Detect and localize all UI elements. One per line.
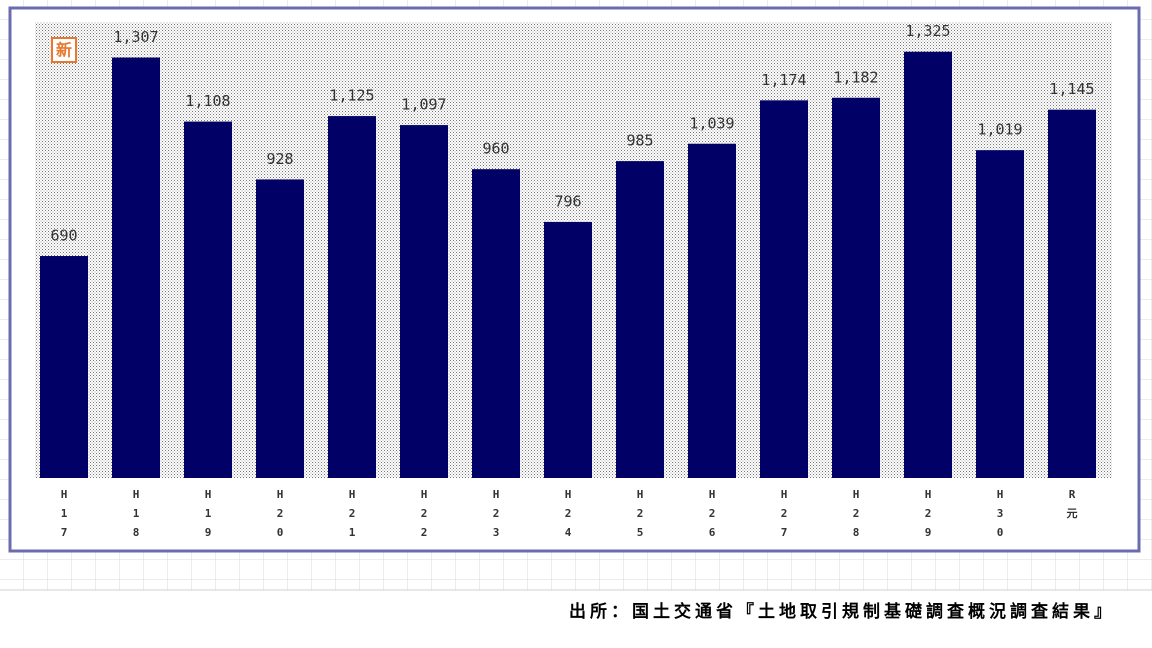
- value-label: 1,097: [401, 96, 446, 114]
- bar: [184, 121, 232, 478]
- source-note: 出所：国土交通省『土地取引規制基礎調査概況調査結果』: [569, 601, 1115, 622]
- value-label: 1,145: [1049, 80, 1094, 98]
- bar: [760, 100, 808, 478]
- bar: [976, 150, 1024, 479]
- bar: [688, 143, 736, 478]
- bar: [832, 97, 880, 478]
- value-label: 1,125: [329, 87, 374, 105]
- bar: [904, 51, 952, 479]
- bar: [472, 169, 520, 478]
- value-label: 985: [626, 132, 653, 150]
- bar: [40, 256, 88, 478]
- bar: [256, 179, 304, 478]
- value-label: 1,019: [977, 121, 1022, 139]
- bar: [1048, 109, 1096, 478]
- value-label: 1,325: [905, 22, 950, 40]
- value-label: 960: [482, 140, 509, 158]
- badge: 新: [56, 41, 72, 60]
- value-label: 1,307: [113, 28, 158, 46]
- value-label: 796: [554, 192, 581, 210]
- bar: [616, 161, 664, 479]
- bar: [112, 57, 160, 479]
- footer-area: [0, 590, 1152, 648]
- bar: [328, 116, 376, 479]
- bar: [400, 125, 448, 479]
- bar: [544, 221, 592, 478]
- value-label: 1,108: [185, 92, 230, 110]
- value-label: 1,174: [761, 71, 806, 89]
- value-label: 1,182: [833, 68, 878, 86]
- value-label: 690: [50, 227, 77, 245]
- badge-box: [51, 37, 77, 63]
- value-label: 1,039: [689, 114, 734, 132]
- value-label: 928: [266, 150, 293, 168]
